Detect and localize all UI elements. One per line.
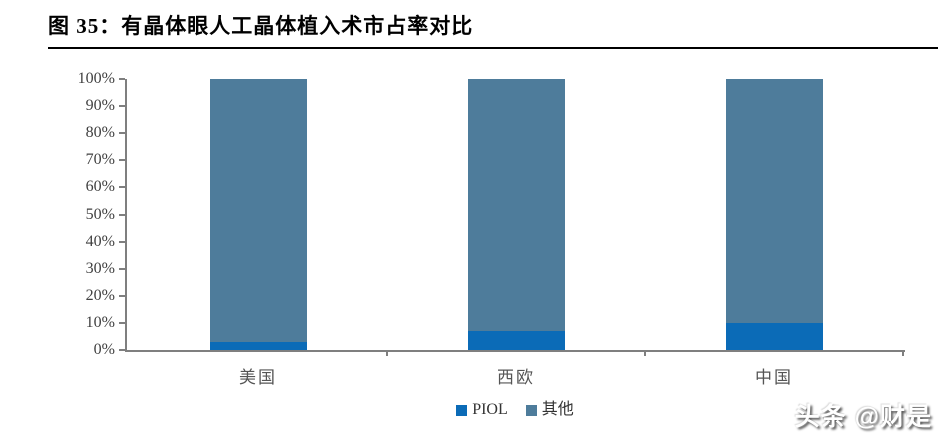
y-axis-line: [125, 79, 127, 352]
y-tick-label: 60%: [85, 178, 115, 196]
y-tick-label: 40%: [85, 232, 115, 250]
legend-item-其他: 其他: [525, 401, 574, 418]
legend: PIOL 其他: [125, 402, 905, 418]
y-tick: [119, 240, 125, 243]
x-tick: [644, 350, 646, 356]
bar-segment-PIOL-西欧: [467, 331, 565, 350]
y-tick-label: 100%: [77, 70, 115, 87]
y-tick: [119, 267, 125, 270]
watermark: 头条 @财是: [794, 403, 932, 431]
y-tick-label: 20%: [85, 286, 115, 304]
y-tick: [119, 349, 125, 351]
x-category-label: 美国: [239, 368, 277, 387]
y-tick: [119, 159, 125, 162]
y-tick-label: 90%: [85, 97, 115, 115]
y-tick-label: 10%: [85, 313, 115, 331]
x-category-label: 西欧: [497, 368, 535, 387]
y-tick: [119, 294, 125, 297]
bar-segment-其他-中国: [725, 79, 823, 323]
x-axis-line: [125, 350, 905, 352]
title-underline: [48, 47, 938, 49]
y-tick: [119, 213, 125, 216]
y-tick: [119, 105, 125, 108]
y-tick-label: 0%: [93, 341, 115, 358]
legend-swatch: [456, 404, 468, 416]
bar-segment-其他-西欧: [467, 79, 565, 332]
y-tick: [119, 78, 125, 80]
figure-title: 图 35：有晶体眼人工晶体植入术市占率对比: [48, 14, 474, 38]
x-tick: [902, 350, 904, 356]
y-tick: [119, 186, 125, 189]
x-category-label: 中国: [755, 368, 793, 387]
y-tick: [119, 132, 125, 135]
legend-label: PIOL: [472, 401, 508, 418]
y-tick-label: 70%: [85, 151, 115, 169]
legend-swatch: [525, 404, 537, 416]
x-tick: [386, 350, 388, 356]
y-tick-label: 30%: [85, 259, 115, 277]
y-tick: [119, 321, 125, 324]
bar-segment-其他-美国: [209, 79, 307, 342]
bar-segment-PIOL-美国: [209, 341, 307, 350]
legend-label: 其他: [541, 401, 574, 418]
legend-item-PIOL: PIOL: [456, 402, 508, 418]
y-tick-label: 50%: [85, 205, 115, 223]
y-tick-label: 80%: [85, 124, 115, 142]
bar-segment-PIOL-中国: [725, 322, 823, 350]
